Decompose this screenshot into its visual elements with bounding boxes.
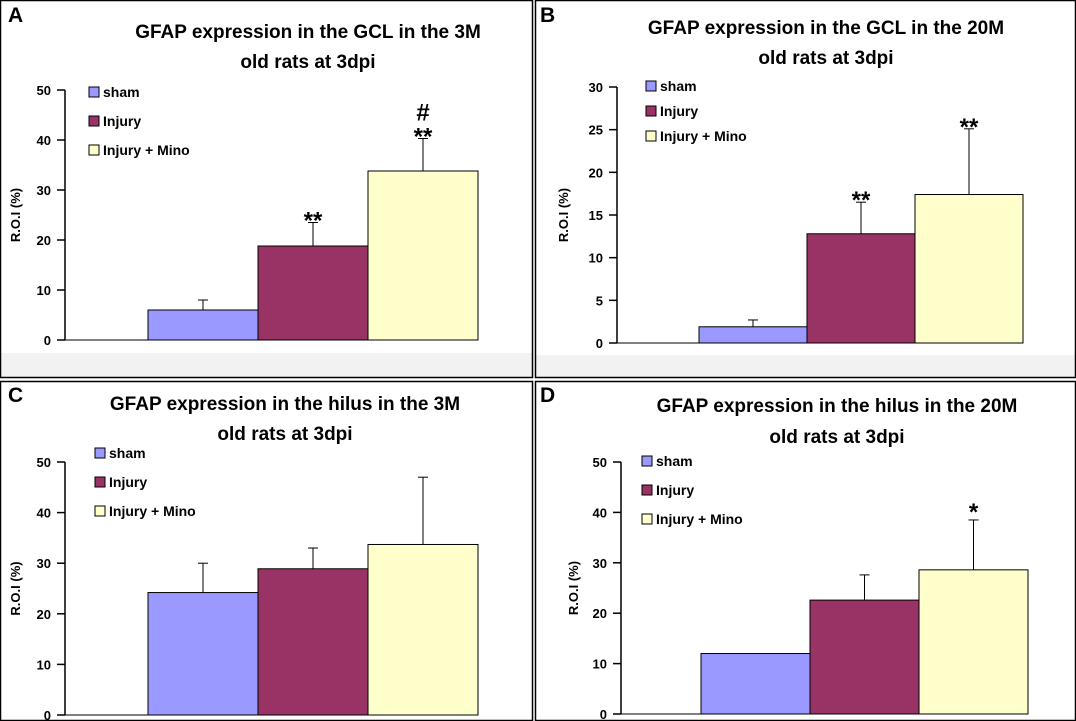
legend-label: sham xyxy=(109,445,146,461)
legend-swatch xyxy=(641,484,653,496)
legend-label: sham xyxy=(656,453,693,469)
legend-label: Injury xyxy=(103,113,141,129)
y-tick-label: 0 xyxy=(44,708,51,721)
legend-label: Injury xyxy=(109,474,147,490)
legend-label: Injury + Mino xyxy=(660,128,747,144)
legend-swatch xyxy=(88,86,100,98)
legend-swatch xyxy=(641,455,653,467)
bar-injury-mino xyxy=(918,569,1029,715)
y-tick-label: 5 xyxy=(596,293,603,308)
chart-title-line: GFAP expression in the GCL in the 20M xyxy=(648,18,1004,39)
legend-swatch xyxy=(645,130,657,142)
chart-title-line: old rats at 3dpi xyxy=(769,427,904,448)
legend-swatch xyxy=(88,144,100,156)
y-tick-label: 30 xyxy=(37,556,51,571)
legend-label: Injury xyxy=(660,103,698,119)
chart-title-line: old rats at 3dpi xyxy=(758,48,893,69)
bar-sham xyxy=(147,309,259,341)
significance-marker: ** xyxy=(304,208,323,235)
y-axis-label: R.O.I (%) xyxy=(566,561,581,615)
panel-letter: A xyxy=(8,4,23,27)
bar-injury-mino xyxy=(914,194,1024,344)
y-tick-label: 30 xyxy=(37,183,51,198)
y-tick-label: 10 xyxy=(589,251,603,266)
significance-marker: ** xyxy=(414,124,433,151)
bar-injury-mino xyxy=(367,543,479,716)
bar-injury xyxy=(257,568,369,716)
significance-marker: * xyxy=(969,499,979,526)
legend-swatch xyxy=(94,505,106,517)
panel-bottom-band xyxy=(1,353,532,377)
legend-swatch xyxy=(94,447,106,459)
chart-title-line: GFAP expression in the hilus in the 20M xyxy=(657,396,1018,417)
y-axis-label: R.O.I (%) xyxy=(556,188,571,242)
legend-swatch xyxy=(94,476,106,488)
legend-swatch xyxy=(88,115,100,127)
bar-injury xyxy=(806,233,916,344)
chart-title-line: old rats at 3dpi xyxy=(240,52,375,73)
y-tick-label: 25 xyxy=(589,123,603,138)
y-tick-label: 40 xyxy=(593,505,607,520)
legend-label: Injury + Mino xyxy=(656,511,743,527)
panel-border xyxy=(0,0,534,379)
y-tick-label: 40 xyxy=(37,133,51,148)
y-axis-label: R.O.I (%) xyxy=(8,561,23,615)
y-tick-label: 20 xyxy=(589,165,603,180)
panel-letter: C xyxy=(8,384,23,407)
chart-title-line: GFAP expression in the GCL in the 3M xyxy=(135,22,481,43)
significance-marker: ** xyxy=(960,114,979,141)
bar-sham xyxy=(698,326,808,344)
panel-letter: B xyxy=(540,4,555,27)
y-tick-label: 50 xyxy=(593,455,607,470)
panel-letter: D xyxy=(540,384,555,407)
y-tick-label: 40 xyxy=(37,506,51,521)
bar-injury xyxy=(809,599,920,715)
legend-label: Injury xyxy=(656,482,694,498)
bar-injury-mino xyxy=(367,170,479,341)
bar-injury xyxy=(257,245,369,341)
y-tick-label: 0 xyxy=(600,707,607,721)
legend-label: Injury + Mino xyxy=(103,142,190,158)
y-tick-label: 30 xyxy=(589,80,603,95)
legend-swatch xyxy=(645,105,657,117)
y-axis-label: R.O.I (%) xyxy=(8,188,23,242)
chart-title-line: GFAP expression in the hilus in the 3M xyxy=(110,394,460,415)
significance-marker: ** xyxy=(852,187,871,214)
y-tick-label: 0 xyxy=(596,336,603,351)
bar-sham xyxy=(700,653,811,715)
y-tick-label: 20 xyxy=(37,233,51,248)
y-tick-label: 20 xyxy=(37,607,51,622)
y-tick-label: 50 xyxy=(37,83,51,98)
legend-label: Injury + Mino xyxy=(109,503,196,519)
legend-label: sham xyxy=(660,78,697,94)
y-tick-label: 0 xyxy=(44,333,51,348)
y-tick-label: 30 xyxy=(593,556,607,571)
chart-panel-c: C GFAP expression in the hilus in the 3M o… xyxy=(8,384,479,721)
panel-bottom-band xyxy=(536,355,1075,377)
bar-sham xyxy=(147,592,259,716)
y-tick-label: 10 xyxy=(37,657,51,672)
y-tick-label: 20 xyxy=(593,606,607,621)
legend-label: sham xyxy=(103,84,140,100)
chart-title-line: old rats at 3dpi xyxy=(217,424,352,445)
chart-panel-d: D GFAP expression in the hilus in the 20M… xyxy=(540,384,1029,721)
legend-swatch xyxy=(645,80,657,92)
y-tick-label: 15 xyxy=(589,208,603,223)
y-tick-label: 10 xyxy=(593,657,607,672)
significance-marker-secondary: # xyxy=(416,100,429,127)
y-tick-label: 10 xyxy=(37,283,51,298)
legend-swatch xyxy=(641,513,653,525)
y-tick-label: 50 xyxy=(37,455,51,470)
chart-panel-a: A GFAP expression in the GCL in the 3M old… xyxy=(8,4,481,348)
chart-panel-b: B GFAP expression in the GCL in the 20M ol… xyxy=(540,4,1024,351)
